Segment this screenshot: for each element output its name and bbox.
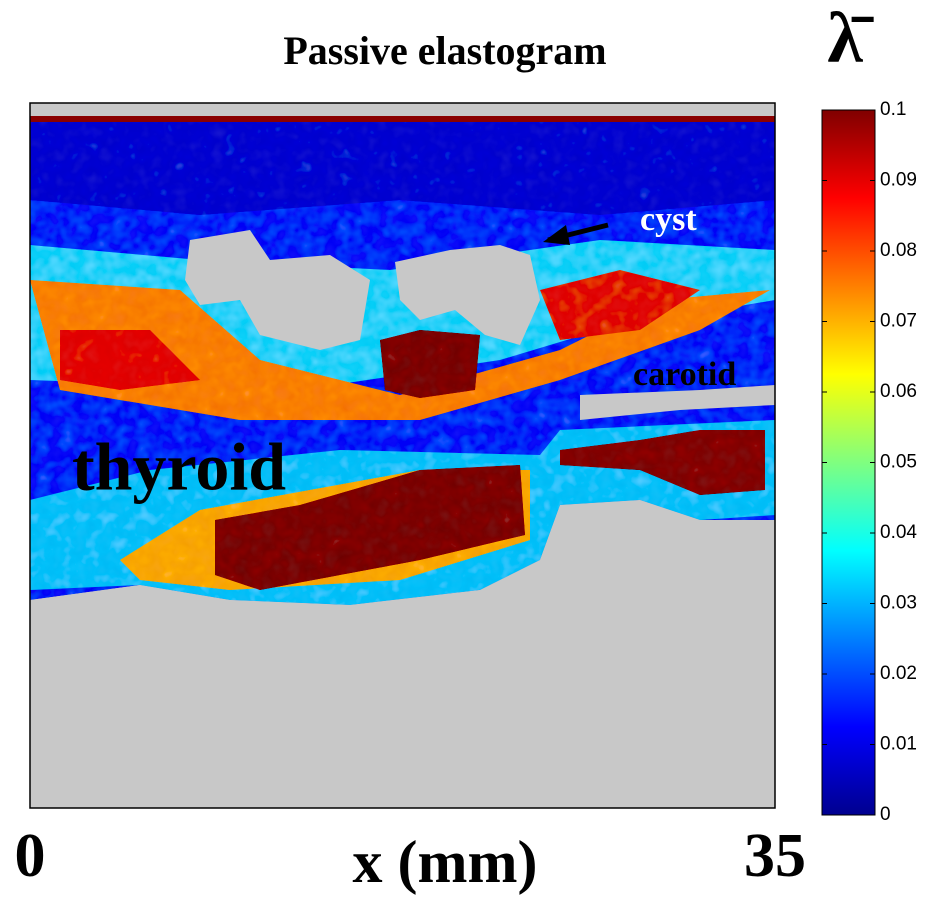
x-tick-label: 35 <box>744 822 806 890</box>
annotation: carotid <box>633 356 736 393</box>
annotation: thyroid <box>72 429 286 505</box>
colorbar-tick-label: 0.05 <box>880 452 917 473</box>
elastogram-image <box>30 103 775 808</box>
colorbar-tick-label: 0 <box>880 804 891 825</box>
colorbar-tick-label: 0.04 <box>880 522 917 543</box>
colorbar-tick-label: 0.03 <box>880 593 917 614</box>
colorbar-tick-label: 0.02 <box>880 663 917 684</box>
plot-frame <box>29 102 776 809</box>
x-axis-label: x (mm) <box>353 829 538 895</box>
colorbar-tick-label: 0.1 <box>880 99 906 120</box>
colorbar <box>821 109 876 816</box>
colorbar-tick-label: 0.09 <box>880 170 917 191</box>
colorbar-tick-label: 0.07 <box>880 311 917 332</box>
colorbar-tick-label: 0.08 <box>880 240 917 261</box>
arrowhead <box>543 225 570 245</box>
colorbar-tick-label: 0.01 <box>880 734 917 755</box>
x-tick-label: 0 <box>15 822 46 890</box>
annotation: cyst <box>640 201 697 238</box>
colorbar-tick-label: 0.06 <box>880 381 917 402</box>
chart-title: Passive elastogram <box>283 28 606 73</box>
colorbar-label: λ̄ <box>827 0 874 78</box>
